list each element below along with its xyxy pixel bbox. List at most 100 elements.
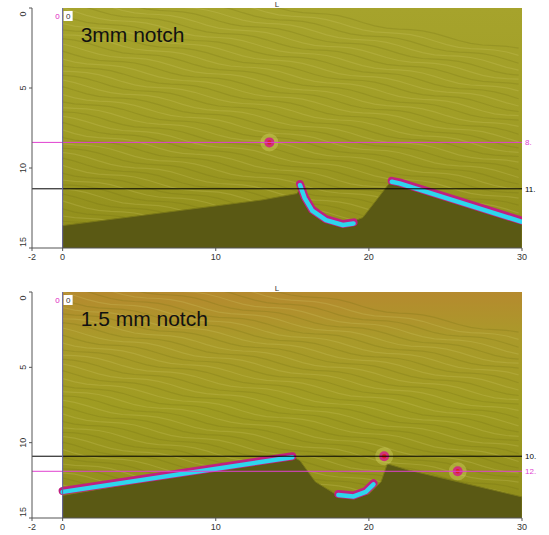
x-tick — [215, 248, 216, 251]
indication-core — [338, 484, 373, 496]
texture-line — [63, 8, 519, 48]
texture-line — [63, 51, 519, 134]
x-tick-label: 30 — [517, 522, 527, 532]
plot-area — [32, 292, 522, 518]
y-axis — [32, 292, 33, 518]
texture-line — [63, 292, 519, 359]
y-tick-label: 10 — [18, 163, 28, 173]
texture-line — [63, 328, 519, 410]
texture-line — [63, 335, 519, 418]
x-tick-label: 20 — [364, 522, 374, 532]
panel-title: 1.5 mm notch — [81, 307, 208, 330]
image-edge — [62, 292, 63, 518]
axis-label: L — [275, 0, 280, 9]
x-tick — [62, 518, 63, 521]
y-tick-label: 10 — [18, 438, 28, 448]
x-tick-label: 20 — [364, 252, 374, 262]
texture-line — [63, 87, 519, 170]
corner-label: 0 — [66, 12, 71, 21]
indication — [392, 181, 522, 222]
texture-line — [63, 112, 519, 193]
texture-line — [63, 58, 519, 142]
y-tick — [29, 518, 32, 519]
y-tick-label: 15 — [18, 507, 28, 517]
x-axis — [32, 518, 522, 519]
x-tick-label: 0 — [60, 522, 65, 532]
y-tick — [29, 88, 32, 89]
indication-core — [392, 182, 522, 222]
y-tick — [29, 442, 32, 443]
indication — [338, 483, 373, 496]
cursor-line — [32, 188, 522, 189]
y-tick — [29, 8, 32, 9]
cursor-label: 10. — [525, 452, 536, 461]
x-tick — [368, 518, 369, 521]
y-tick-label: 0 — [18, 295, 28, 300]
image-edge — [62, 8, 63, 248]
corner-label: 0 — [55, 296, 60, 305]
panel: 8.11.-20102030051015L003mm notch — [18, 0, 536, 319]
y-axis — [32, 8, 33, 248]
cursor-line — [32, 456, 522, 457]
texture-line — [63, 44, 519, 126]
corner-box — [64, 295, 73, 305]
texture-line — [63, 16, 519, 99]
texture-line — [63, 122, 519, 205]
texture-line — [63, 364, 519, 446]
y-tick — [29, 168, 32, 169]
figure: 8.11.-20102030051015L003mm notch10.12.-2… — [0, 0, 549, 535]
x-tick-label: 10 — [211, 252, 221, 262]
back-wall — [63, 456, 522, 518]
corner-label: 0 — [55, 12, 60, 21]
y-tick — [29, 248, 32, 249]
corner-box — [64, 11, 73, 21]
indication-edge — [392, 181, 522, 221]
x-tick-label: 10 — [211, 522, 221, 532]
indication-core — [63, 457, 293, 492]
texture-line — [63, 8, 519, 75]
texture-line — [63, 292, 519, 368]
x-axis — [32, 248, 522, 249]
back-wall — [63, 181, 522, 248]
indication-edge — [300, 184, 354, 224]
texture-line — [63, 292, 519, 332]
y-tick-label: 0 — [18, 11, 28, 16]
texture-line — [63, 342, 519, 426]
texture-line — [63, 292, 519, 375]
cursor-line — [32, 142, 522, 143]
texture-line — [63, 116, 519, 198]
panel-title: 3mm notch — [81, 23, 185, 46]
texture-line — [63, 292, 519, 347]
x-tick — [368, 248, 369, 251]
cursor-label: 11. — [525, 185, 536, 194]
texture-line — [63, 39, 519, 121]
y-tick-label: 5 — [18, 365, 28, 370]
x-tick-label: -2 — [28, 522, 36, 532]
texture-line — [63, 300, 519, 383]
axis-label: L — [275, 284, 280, 293]
indication-edge — [63, 456, 293, 491]
x-tick — [522, 518, 523, 521]
indication-edge — [338, 483, 373, 495]
corner-label: 0 — [66, 296, 71, 305]
x-tick — [215, 518, 216, 521]
y-tick — [29, 367, 32, 368]
indication — [63, 456, 293, 492]
texture-line — [63, 8, 519, 84]
cursor-line — [32, 471, 522, 472]
texture-line — [63, 8, 519, 91]
y-tick-label: 5 — [18, 85, 28, 90]
x-tick-label: 0 — [60, 252, 65, 262]
texture-line — [63, 323, 519, 405]
cursor-label: 12. — [525, 467, 536, 476]
plot-area — [32, 8, 522, 248]
x-tick-label: 30 — [517, 252, 527, 262]
indication — [300, 184, 354, 225]
cursor-label: 8. — [525, 138, 532, 147]
texture-line — [63, 8, 519, 63]
y-tick — [29, 292, 32, 293]
texture-line — [63, 80, 519, 162]
y-tick-label: 15 — [18, 237, 28, 247]
indication-core — [300, 185, 354, 225]
x-tick — [62, 248, 63, 251]
